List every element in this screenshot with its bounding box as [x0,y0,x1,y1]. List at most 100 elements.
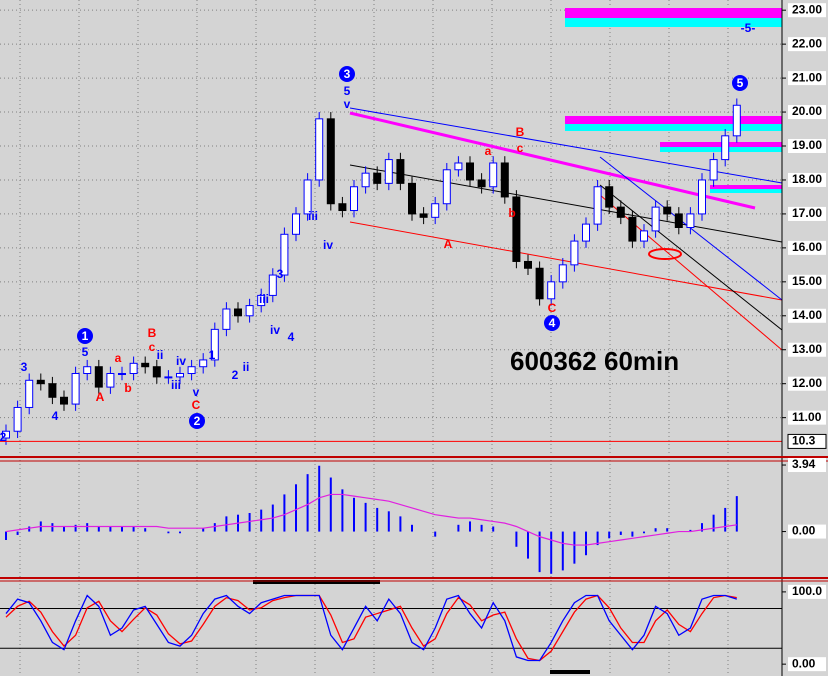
wave-label: 5 [82,345,89,359]
candle-body [500,162,509,198]
candle-body [698,179,706,215]
candle-body [257,294,266,307]
wave-label: b [508,206,515,220]
zone [660,142,782,147]
tick-label-box [788,376,826,391]
wave-label: 3 [21,360,28,374]
candle-body [141,362,150,368]
tick-label-box [788,172,826,187]
tick-label-box [788,410,826,425]
candle-body [60,396,68,405]
last-price-box [787,433,827,449]
candle-body [686,213,695,228]
tick-label-box [788,657,826,672]
y-tick-label: 21.00 [792,70,822,84]
session-bar [253,580,380,584]
candle-body [512,196,521,262]
candle-body [210,328,219,361]
candle-body [663,206,672,215]
y-tick-label: 19.00 [792,138,822,152]
wave-label: c [149,340,156,354]
tick-label-box [788,584,826,599]
candle-body [245,305,254,317]
candle-body [71,373,80,405]
wave-label: v [193,385,200,399]
candle-body [315,118,324,181]
wave-label: 3 [344,67,351,81]
tick-label-box [788,342,826,357]
wave-label: iv [270,323,280,337]
candle-body [280,233,289,276]
zone [565,116,782,124]
candle-body [628,216,637,242]
candle-body [674,213,683,228]
candle-body [222,308,231,330]
zone [710,189,782,193]
wave-label: C [548,301,557,315]
marks [0,98,782,662]
candle-body [338,203,347,212]
candle-body [176,373,184,378]
candle-body [431,203,440,218]
wave-label: iii [171,378,181,392]
trend-line [349,111,756,210]
candle-body [83,366,92,375]
k-line [5,594,737,662]
wave-label: v [344,97,351,111]
chart-title: 600362 60min [510,346,679,376]
d-line [5,594,737,662]
y-tick-label: 17.00 [792,206,822,220]
candle-body [13,406,22,432]
session-bar [550,670,590,674]
wave-label: ii [157,348,164,362]
zone [565,18,782,27]
wave-label: -5- [741,21,756,35]
candle-body [419,213,428,218]
y-tick-label: 20.00 [792,104,822,118]
candle-body [384,159,393,184]
price-axis: 11.00 12.00 13.00 14.00 15.00 16.00 17.00 18.00… [782,2,827,672]
candle-body [477,179,486,188]
y-tick-label: 15.00 [792,274,822,288]
candle-body [164,376,173,379]
tick-label-box [788,105,826,120]
wave-label: A [96,390,105,404]
candle-body [582,223,590,242]
tick-label-box [788,274,826,289]
candle-body [48,383,57,398]
y-tick-label: 12.00 [792,376,822,390]
wave-label: B [516,125,525,139]
candle-body [106,373,115,388]
candle-body [326,118,335,205]
candle-body [547,281,556,300]
candle-body [129,362,138,375]
candle-body [489,162,498,188]
candle-body [640,230,648,242]
y-tick-label: 3.94 [792,457,816,471]
wave-label: 5 [737,76,744,90]
candle-body [25,379,34,408]
y-tick-label: 23.00 [792,2,822,16]
candle-body [94,366,103,388]
candle-body [118,373,126,376]
trend-line [349,221,783,301]
candle-body [396,159,405,184]
y-tick-label: 0.00 [792,524,816,538]
wave-circle [732,75,748,91]
candle-body [442,169,451,205]
wave-label: iii [259,292,269,306]
candle-body [36,379,45,385]
wave-circle [339,66,355,82]
wave-label: 4 [52,409,59,423]
zone [710,185,782,189]
candle-body [350,186,358,212]
wave-circle [544,315,560,331]
wave-label: 3 [277,267,284,281]
tick-label-box [788,71,826,86]
signal-line [5,493,737,546]
wave-label: C [192,398,201,412]
zone [565,124,782,131]
tick-label-box [788,458,826,473]
